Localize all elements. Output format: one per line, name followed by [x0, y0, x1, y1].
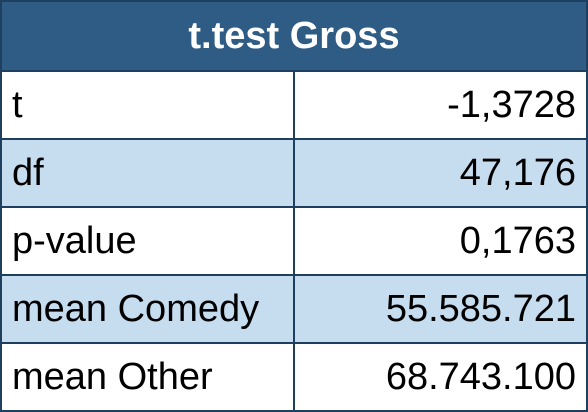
row-value-t: -1,3728: [294, 71, 587, 139]
table-row-mean-comedy: mean Comedy 55.585.721: [1, 275, 587, 343]
row-value-mean-other: 68.743.100: [294, 343, 587, 411]
row-label-mean-comedy: mean Comedy: [1, 275, 294, 343]
table-row-mean-other: mean Other 68.743.100: [1, 343, 587, 411]
row-value-mean-comedy: 55.585.721: [294, 275, 587, 343]
table-row-t: t -1,3728: [1, 71, 587, 139]
table-row-p-value: p-value 0,1763: [1, 207, 587, 275]
table-header-row: t.test Gross: [1, 1, 587, 71]
row-value-df: 47,176: [294, 139, 587, 207]
table-row-df: df 47,176: [1, 139, 587, 207]
row-label-mean-other: mean Other: [1, 343, 294, 411]
table-title: t.test Gross: [1, 1, 587, 71]
row-value-p-value: 0,1763: [294, 207, 587, 275]
row-label-p-value: p-value: [1, 207, 294, 275]
row-label-t: t: [1, 71, 294, 139]
row-label-df: df: [1, 139, 294, 207]
